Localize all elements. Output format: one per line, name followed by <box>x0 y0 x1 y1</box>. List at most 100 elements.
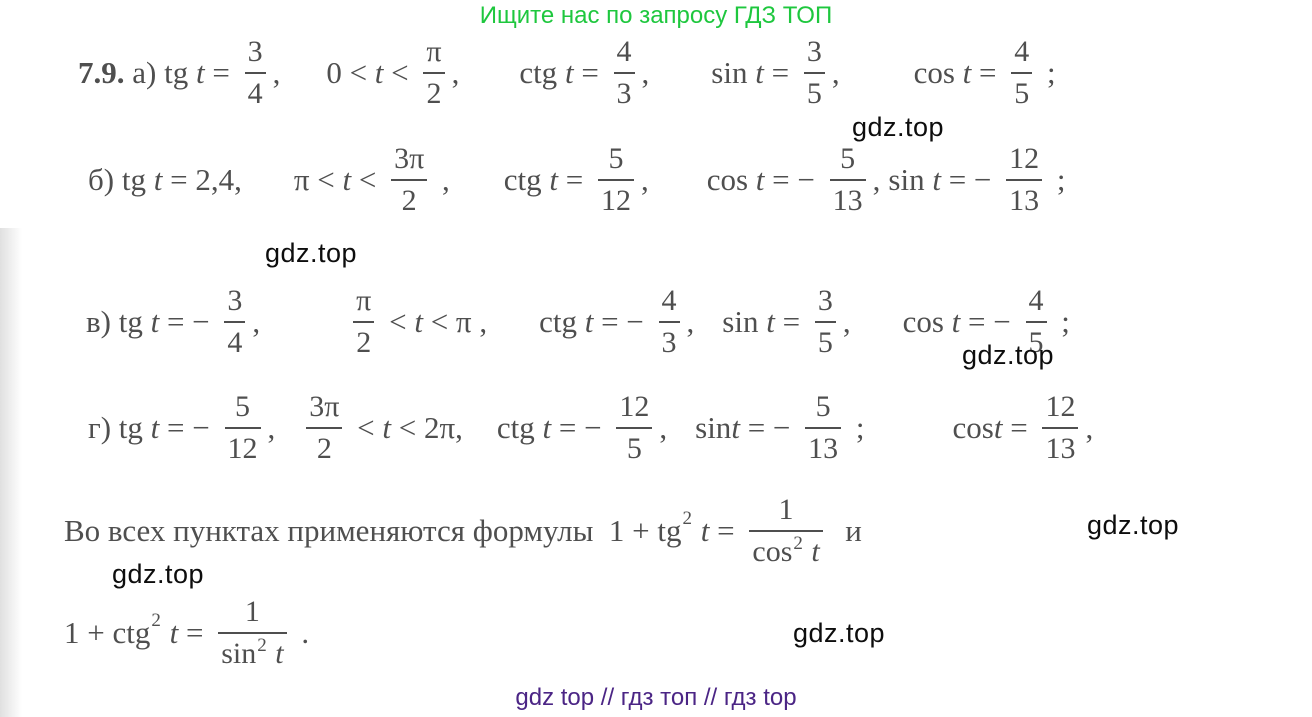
solution-line-g: г) tg t = − 5 12, 3π 2 < t < 2π, ctg t = − 1… <box>88 380 1093 476</box>
fraction-bar <box>613 72 635 74</box>
spacer <box>459 73 519 74</box>
math-text: = − <box>551 410 610 445</box>
variable-t: t <box>993 410 1003 445</box>
math-text: 1 + ctg <box>64 615 151 650</box>
gdz-top-watermark: gdz.top <box>1087 510 1180 540</box>
math-text: sin <box>888 162 933 197</box>
fraction: 5 12 <box>597 142 634 219</box>
fraction-denominator: 5 <box>624 432 645 467</box>
variable-t: t <box>267 637 284 670</box>
fraction-numerator: 3 <box>815 284 836 319</box>
fraction-value: 5 <box>1014 77 1030 110</box>
fraction-denominator: sin 2 t <box>218 635 286 672</box>
fraction-numerator: 3 <box>804 35 825 70</box>
fraction-denominator: 13 <box>1042 432 1078 467</box>
problem-number: 7.9. <box>78 55 133 90</box>
fraction-bar <box>423 72 445 74</box>
header-promo-text: Ищите нас по запросу ГДЗ ТОП <box>479 2 833 29</box>
math-text: = <box>204 55 238 90</box>
math-text: и <box>829 513 862 548</box>
math-text: < <box>351 162 385 197</box>
fraction-denominator: 13 <box>805 432 841 467</box>
math-text: cos <box>902 304 952 339</box>
variable-t: t <box>766 304 775 339</box>
exponent: 2 <box>151 610 161 631</box>
math-text: = <box>557 162 591 197</box>
fraction-denominator: 2 <box>353 326 374 361</box>
fraction-denominator: 5 <box>804 77 825 112</box>
fraction-value: 12 <box>619 389 650 423</box>
variable-t: t <box>382 410 392 445</box>
math-text: ctg <box>503 162 550 197</box>
fraction-bar <box>306 427 343 429</box>
math-text: = − <box>960 304 1019 339</box>
fraction-bar <box>1042 427 1079 429</box>
math-text: cos <box>706 162 756 197</box>
math-text: = <box>971 55 1005 90</box>
fraction-denominator: 13 <box>1006 184 1042 219</box>
math-text: , <box>686 304 695 339</box>
math-text: б) tg <box>88 162 154 197</box>
fraction-value: 5 <box>626 432 642 465</box>
spacer <box>275 428 299 429</box>
math-text: ctg <box>519 55 565 90</box>
math-text: , <box>842 304 851 339</box>
exponent: 2 <box>793 533 803 554</box>
math-text: ; <box>848 410 865 445</box>
fraction-bar <box>391 179 428 181</box>
fraction-value: 3 <box>227 283 243 317</box>
math-text: , <box>831 55 840 90</box>
fraction-bar <box>244 72 266 74</box>
fraction-bar <box>1006 179 1043 181</box>
math-text: , <box>451 55 460 90</box>
spacer <box>450 180 504 181</box>
footer-promo-text: gdz top // гдз топ // гдз top <box>515 684 797 711</box>
math-text: = <box>763 55 797 90</box>
math-text: , <box>434 162 450 197</box>
math-text: sin <box>695 410 732 445</box>
fraction-value: 12 <box>227 432 258 465</box>
fraction-value: 2 <box>356 326 372 359</box>
fraction-numerator: 4 <box>1026 284 1047 319</box>
math-text: ; <box>1053 304 1070 339</box>
variable-t: t <box>150 410 160 445</box>
spacer <box>851 322 903 323</box>
spacer <box>667 428 695 429</box>
math-text: < <box>383 55 417 90</box>
gdz-top-watermark: gdz.top <box>852 112 945 142</box>
solution-line-b: б) tg t = 2,4, π < t < 3π 2 , ctg t = 5 12, c… <box>88 132 1066 228</box>
fraction: 3π 2 <box>391 142 428 219</box>
fraction-denominator: 12 <box>598 184 634 219</box>
fraction-denominator: 2 <box>423 77 444 112</box>
fraction-numerator: 3 <box>224 284 245 319</box>
math-text: ; <box>1049 162 1066 197</box>
math-text: в) tg <box>86 304 151 339</box>
fraction-denominator: 12 <box>225 432 261 467</box>
spacer <box>694 322 722 323</box>
math-text: , <box>267 410 276 445</box>
math-text: = 2,4, <box>162 162 242 197</box>
fraction-denominator: 3 <box>659 326 680 361</box>
fraction-bar <box>597 179 634 181</box>
fraction-numerator: 12 <box>1006 142 1042 177</box>
variable-t: t <box>803 535 820 568</box>
fraction-denominator: 4 <box>245 77 266 112</box>
fraction-bar <box>829 179 866 181</box>
fraction-value: 3 <box>817 283 833 317</box>
math-text: = <box>573 55 607 90</box>
fraction-denominator: 13 <box>830 184 866 219</box>
spacer <box>649 73 711 74</box>
fraction-value: 5 <box>817 326 833 359</box>
variable-t: t <box>542 410 552 445</box>
fraction-denominator: cos 2 t <box>749 533 822 570</box>
fraction-bar <box>1025 321 1047 323</box>
spacer <box>463 428 497 429</box>
math-text: cos <box>913 55 963 90</box>
fraction-denominator: 2 <box>399 184 420 219</box>
fraction-denominator: 4 <box>224 326 245 361</box>
fraction: 5 13 <box>805 390 842 467</box>
variable-t: t <box>932 162 941 197</box>
math-text: г) tg <box>88 410 151 445</box>
